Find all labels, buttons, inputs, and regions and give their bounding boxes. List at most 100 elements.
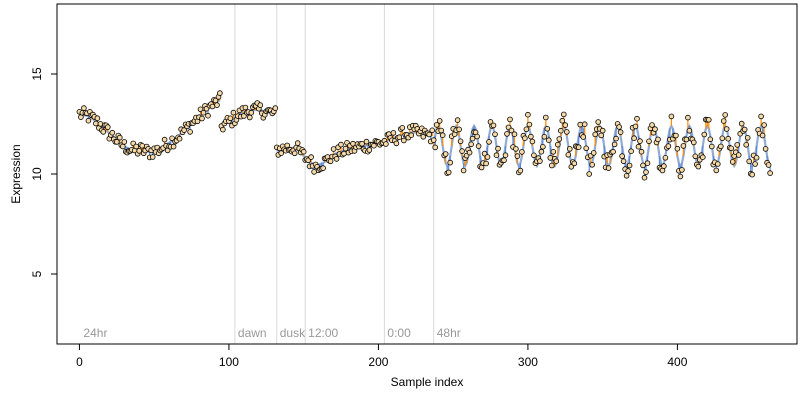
data-point (638, 148, 645, 155)
data-point (420, 134, 427, 140)
data-point (242, 104, 249, 111)
data-point (517, 167, 524, 174)
data-point (507, 116, 513, 123)
data-point (400, 137, 407, 144)
data-point (637, 138, 643, 144)
data-point (611, 141, 618, 148)
data-point (531, 152, 537, 159)
x-tick-label: 400 (667, 355, 687, 369)
data-point (613, 135, 619, 142)
y-axis: 5 10 15 (30, 67, 57, 277)
data-point (714, 161, 721, 167)
data-point (744, 135, 751, 141)
data-point (484, 154, 491, 160)
y-tick-label: 5 (30, 270, 44, 277)
data-point (133, 143, 140, 150)
data-point (575, 144, 582, 151)
data-point (214, 102, 220, 108)
data-point (320, 165, 326, 171)
data-point (120, 143, 126, 150)
data-point (752, 161, 758, 167)
data-point (550, 149, 557, 155)
data-point (746, 158, 752, 165)
data-point (508, 127, 515, 134)
data-point (528, 133, 534, 140)
data-point (545, 137, 552, 144)
data-point (495, 145, 501, 152)
data-point (701, 131, 708, 138)
data-point (447, 159, 454, 166)
data-point (644, 160, 651, 167)
data-point (81, 105, 87, 111)
x-axis: 0 100 200 300 400 (76, 344, 688, 369)
data-point (504, 131, 510, 137)
data-point (542, 114, 549, 121)
data-point (734, 142, 740, 148)
data-point (583, 145, 589, 152)
data-point (632, 123, 639, 130)
data-point (247, 114, 253, 121)
data-point (109, 129, 116, 136)
data-point (371, 142, 377, 149)
data-point (483, 160, 489, 167)
data-point (93, 120, 99, 127)
data-point (513, 146, 519, 152)
data-point (429, 127, 436, 134)
data-point (589, 162, 595, 168)
x-axis-label: Sample index (391, 375, 464, 389)
data-point (577, 121, 583, 128)
data-point (311, 169, 317, 175)
data-point (248, 109, 255, 116)
data-point (759, 132, 766, 139)
data-point (459, 148, 465, 154)
data-point (426, 131, 433, 138)
data-point (717, 143, 724, 150)
data-point (294, 140, 301, 146)
data-point (553, 158, 560, 165)
data-point (683, 136, 690, 143)
data-point (170, 143, 177, 150)
data-point (341, 150, 347, 157)
data-point (327, 158, 334, 165)
data-point (617, 129, 624, 135)
data-point (393, 140, 400, 147)
data-point (665, 143, 672, 149)
data-point (723, 126, 730, 132)
data-point (284, 142, 291, 149)
data-point (94, 115, 101, 121)
data-point (199, 115, 205, 122)
data-point (610, 148, 616, 155)
data-point (396, 134, 403, 141)
data-point (686, 128, 693, 134)
y-tick-label: 10 (30, 167, 44, 181)
data-point (105, 124, 111, 130)
y-axis-label: Expression (9, 144, 23, 203)
data-point (548, 162, 555, 169)
data-point (616, 124, 622, 130)
data-point (722, 112, 728, 118)
data-point (649, 122, 655, 128)
data-point (308, 154, 314, 160)
section-label: dawn (238, 326, 267, 340)
data-point (139, 143, 146, 149)
data-point (523, 126, 530, 133)
data-point (85, 117, 92, 124)
data-point (641, 174, 648, 181)
section-label: dusk (280, 326, 306, 340)
data-point (623, 173, 630, 179)
data-point (278, 150, 285, 156)
data-point (501, 157, 507, 164)
data-point (454, 117, 461, 123)
data-point (547, 155, 554, 161)
data-point (708, 143, 715, 150)
data-point (643, 169, 649, 175)
data-point (562, 122, 569, 128)
data-point (117, 134, 123, 141)
data-point (445, 169, 452, 176)
data-point (598, 132, 604, 139)
data-point (743, 142, 749, 148)
data-point (478, 164, 485, 171)
data-point (525, 111, 531, 118)
data-point (662, 155, 669, 161)
